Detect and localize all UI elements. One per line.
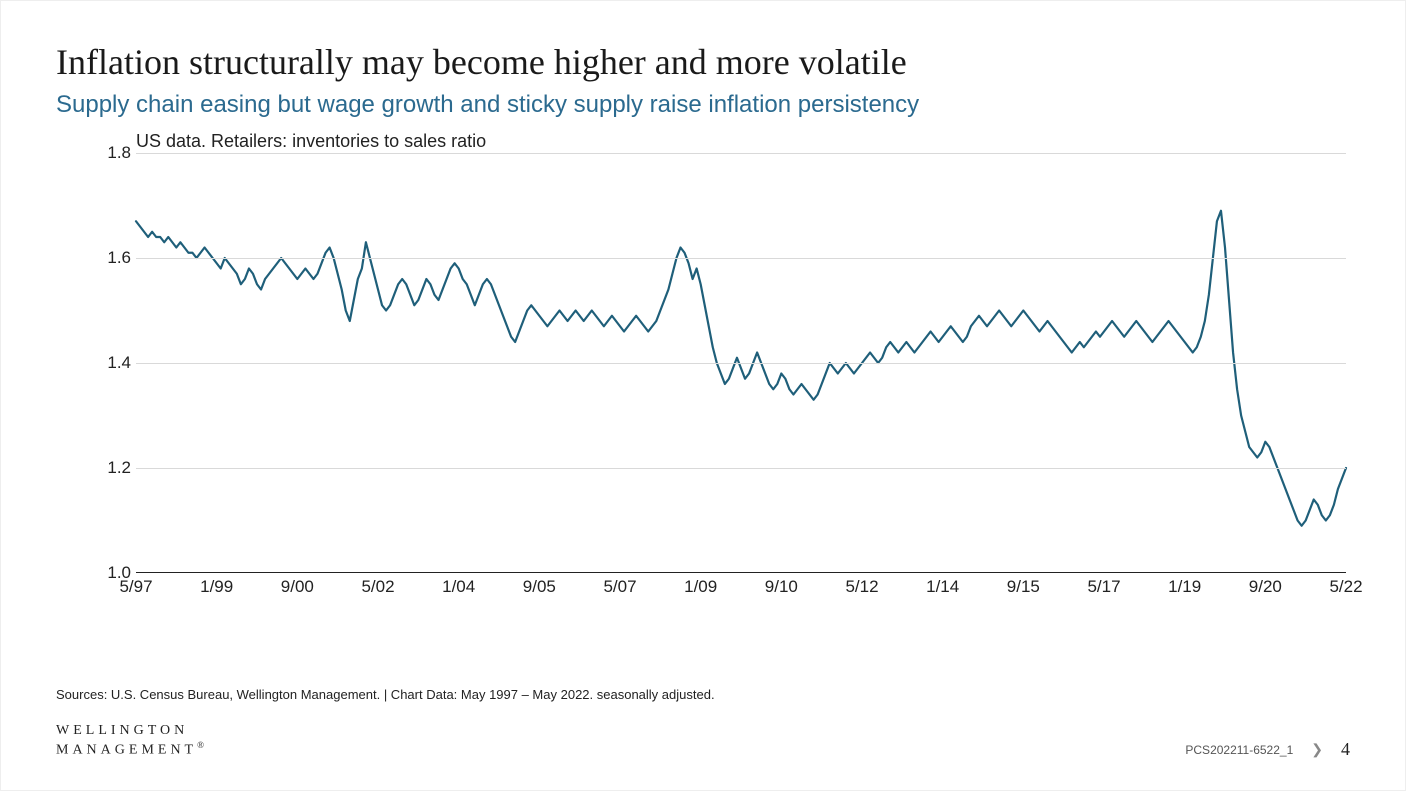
logo-line2: MANAGEMENT® bbox=[56, 740, 204, 760]
footer-right: PCS202211-6522_1 ❯ 4 bbox=[1185, 739, 1350, 760]
x-tick-label: 1/14 bbox=[926, 577, 959, 597]
page-number: 4 bbox=[1341, 739, 1350, 760]
y-tick-label: 1.8 bbox=[86, 143, 131, 163]
x-axis bbox=[136, 572, 1346, 573]
x-tick-label: 5/17 bbox=[1087, 577, 1120, 597]
logo-line1: WELLINGTON bbox=[56, 722, 204, 740]
brand-logo: WELLINGTON MANAGEMENT® bbox=[56, 722, 204, 760]
y-tick-label: 1.2 bbox=[86, 458, 131, 478]
y-axis-labels: 1.01.21.41.61.8 bbox=[86, 153, 131, 573]
x-tick-label: 9/05 bbox=[523, 577, 556, 597]
page-title: Inflation structurally may become higher… bbox=[56, 41, 1350, 83]
x-tick-label: 5/07 bbox=[603, 577, 636, 597]
y-tick-label: 1.4 bbox=[86, 353, 131, 373]
gridline bbox=[136, 258, 1346, 259]
sources-text: Sources: U.S. Census Bureau, Wellington … bbox=[56, 687, 715, 702]
gridline bbox=[136, 153, 1346, 154]
gridline bbox=[136, 468, 1346, 469]
x-tick-label: 9/10 bbox=[765, 577, 798, 597]
x-tick-label: 9/20 bbox=[1249, 577, 1282, 597]
chart-container: US data. Retailers: inventories to sales… bbox=[56, 133, 1352, 613]
x-tick-label: 9/15 bbox=[1007, 577, 1040, 597]
chart-description: US data. Retailers: inventories to sales… bbox=[136, 131, 486, 152]
x-tick-label: 1/19 bbox=[1168, 577, 1201, 597]
x-tick-label: 1/04 bbox=[442, 577, 475, 597]
gridline bbox=[136, 363, 1346, 364]
page-subtitle: Supply chain easing but wage growth and … bbox=[56, 91, 1350, 119]
x-axis-labels: 5/971/999/005/021/049/055/071/099/105/12… bbox=[136, 577, 1346, 601]
slide: Inflation structurally may become higher… bbox=[0, 0, 1406, 791]
x-tick-label: 1/09 bbox=[684, 577, 717, 597]
chevron-right-icon: ❯ bbox=[1311, 741, 1323, 758]
x-tick-label: 5/12 bbox=[845, 577, 878, 597]
x-tick-label: 1/99 bbox=[200, 577, 233, 597]
x-tick-label: 5/02 bbox=[361, 577, 394, 597]
x-tick-label: 5/22 bbox=[1329, 577, 1362, 597]
y-tick-label: 1.6 bbox=[86, 248, 131, 268]
plot-area bbox=[136, 153, 1346, 573]
x-tick-label: 5/97 bbox=[119, 577, 152, 597]
x-tick-label: 9/00 bbox=[281, 577, 314, 597]
doc-code: PCS202211-6522_1 bbox=[1185, 743, 1293, 757]
